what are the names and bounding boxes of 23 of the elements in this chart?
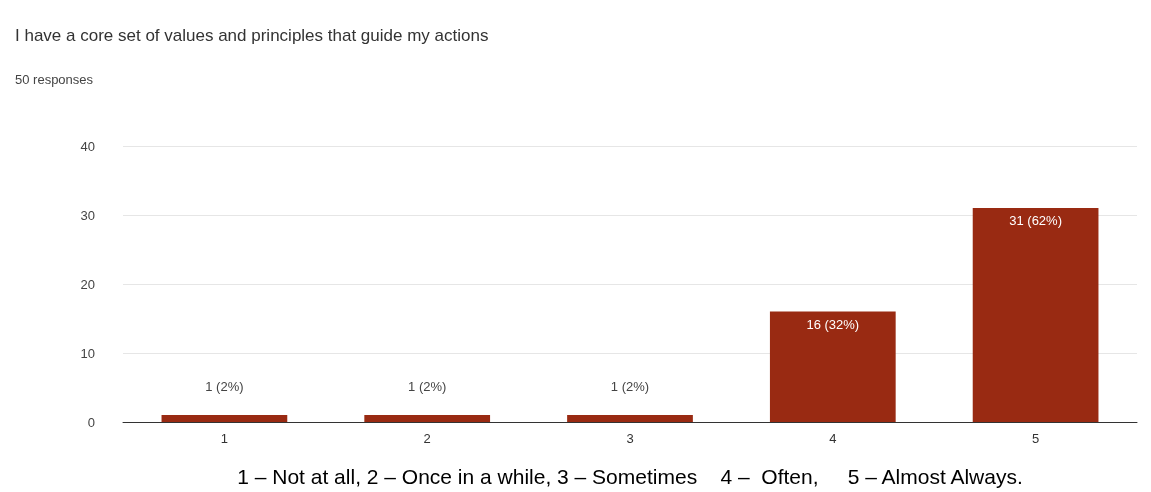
- data-label: 1 (2%): [205, 379, 244, 395]
- y-tick-label: 10: [80, 345, 95, 361]
- data-label: 16 (32%): [806, 316, 860, 332]
- data-label: 1 (2%): [610, 379, 650, 395]
- data-label: 31 (62%): [1009, 213, 1062, 229]
- bar: [972, 208, 1099, 422]
- x-tick-label: 2: [423, 431, 431, 446]
- chart-subtitle: 50 responses: [15, 72, 94, 87]
- data-label: 1 (2%): [408, 379, 447, 395]
- y-tick-label: 0: [87, 414, 95, 430]
- x-tick-label: 1: [220, 431, 229, 446]
- y-tick-label: 30: [80, 207, 95, 223]
- bar: [567, 415, 693, 422]
- y-tick-label: 40: [80, 138, 95, 154]
- x-axis-title: 1 – Not at all, 2 – Once in a while, 3 – Sometimes 4 – Often, 5 – Almost Always.: [237, 465, 1023, 488]
- bar: [769, 311, 896, 422]
- x-tick-label: 3: [626, 431, 634, 446]
- x-tick-label: 4: [829, 431, 837, 446]
- chart-title: I have a core set of values and principles that guide my actions: [15, 26, 489, 45]
- bar: [364, 415, 491, 422]
- bar: [161, 415, 288, 422]
- y-tick-label: 20: [80, 276, 95, 292]
- x-tick-label: 5: [1031, 431, 1040, 446]
